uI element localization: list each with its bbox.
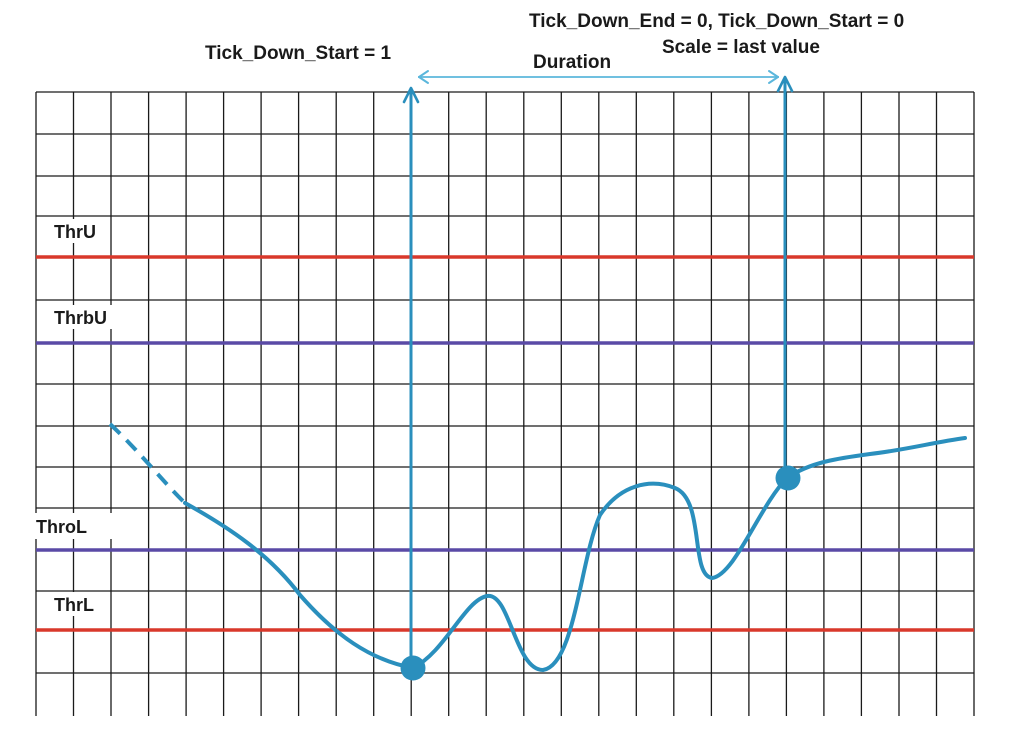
tick-down-end-point <box>775 465 801 491</box>
signal-curve <box>183 436 967 672</box>
threshold-label-bg <box>50 219 98 243</box>
right-arrow-icon <box>768 70 779 84</box>
scale-label: Scale = last value <box>662 37 820 58</box>
left-arrow-icon <box>418 70 429 84</box>
tick-down-start-point <box>400 655 426 681</box>
signal-dashed-segment <box>108 422 187 505</box>
up-arrow-icon <box>402 86 420 104</box>
threshold-label-bg <box>50 592 98 616</box>
threshold-label-bg <box>50 305 114 329</box>
duration-label: Duration <box>533 52 611 73</box>
up-arrow-icon <box>776 75 794 93</box>
threshold-label-thrl: ThrL <box>54 595 94 615</box>
tick-down-end-label: Tick_Down_End = 0, Tick_Down_Start = 0 <box>529 11 904 32</box>
tick-down-start-label: Tick_Down_Start = 1 <box>205 43 391 64</box>
threshold-label-thru: ThrU <box>54 222 96 242</box>
threshold-label-thrbu: ThrbU <box>54 308 107 328</box>
threshold-label-bg <box>33 513 115 539</box>
grid <box>35 91 975 716</box>
threshold-label-throl: ThroL <box>36 517 87 537</box>
